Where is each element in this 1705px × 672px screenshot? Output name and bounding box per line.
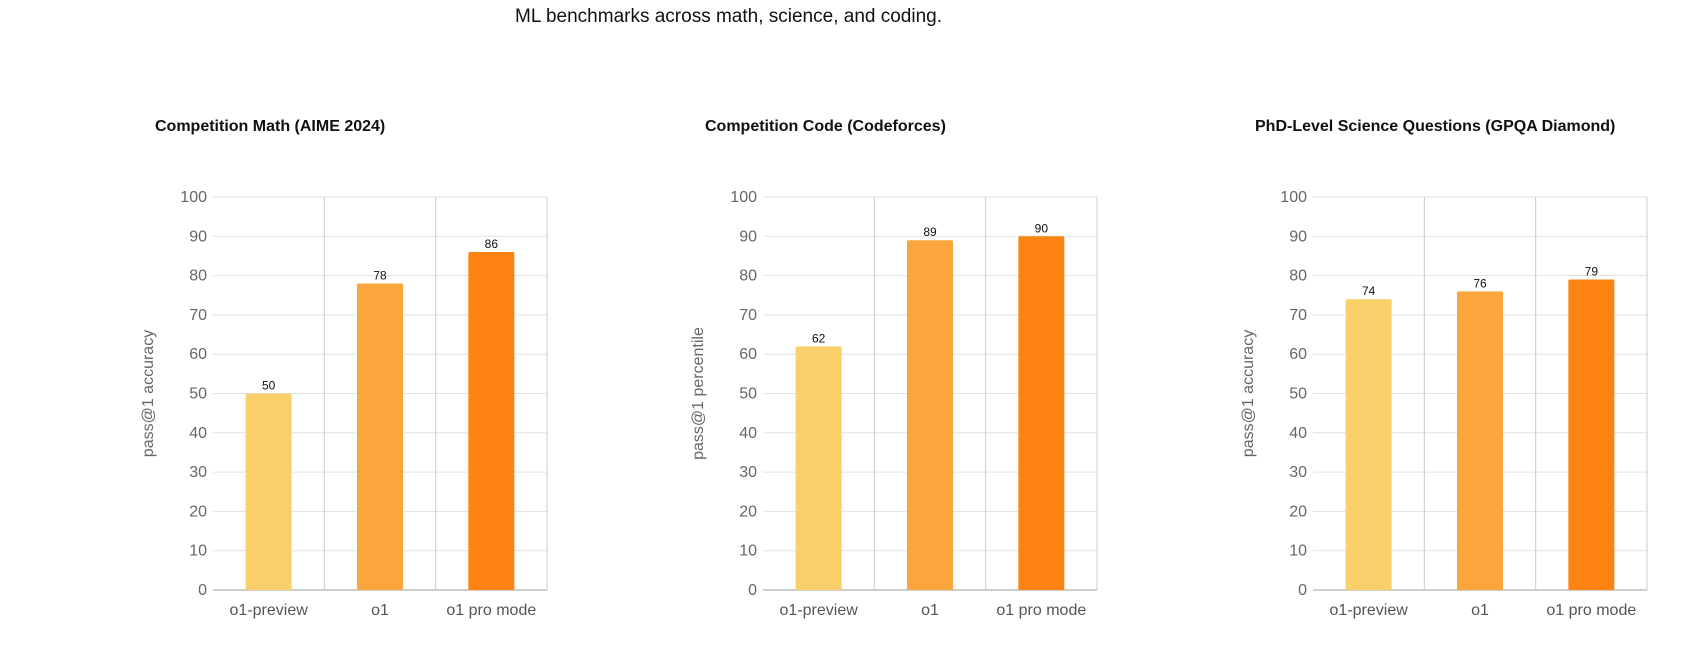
bar-o1 xyxy=(1457,291,1503,590)
y-tick-label: 80 xyxy=(189,268,207,285)
bar-value-label: 79 xyxy=(1585,265,1599,279)
y-tick-label: 70 xyxy=(189,307,207,324)
bar-o1-pro-mode xyxy=(1568,279,1615,590)
y-tick-label: 100 xyxy=(180,189,207,206)
bar-chart-codeforces: 0 10 20 30 40 50 60 70 80 90 100 62 o1-preview 89 o1 90… xyxy=(690,189,1098,619)
y-tick-label: 0 xyxy=(198,582,207,599)
y-tick-label: 10 xyxy=(189,543,207,560)
bar-value-label: 50 xyxy=(262,379,276,393)
y-tick-label: 0 xyxy=(1298,582,1307,599)
bar-o1-pro-mode xyxy=(468,252,515,590)
x-category-label: o1-preview xyxy=(230,602,309,619)
y-tick-label: 40 xyxy=(739,425,757,442)
bar-chart-aime: 0 10 20 30 40 50 60 70 80 90 100 50 o1-preview 78 o1 86… xyxy=(140,189,548,619)
bar-value-label: 76 xyxy=(1473,276,1487,290)
x-category-label: o1 xyxy=(1471,602,1489,619)
y-tick-label: 90 xyxy=(739,228,757,245)
y-tick-label: 90 xyxy=(189,228,207,245)
page-header-text: ML benchmarks across math, science, and … xyxy=(515,6,942,27)
y-tick-label: 20 xyxy=(739,503,757,520)
y-tick-label: 100 xyxy=(1280,189,1307,206)
bar-o1 xyxy=(357,283,403,590)
bar-o1 xyxy=(907,240,953,591)
y-tick-label: 0 xyxy=(748,582,757,599)
x-category-label: o1 pro mode xyxy=(1546,602,1636,619)
bar-value-label: 89 xyxy=(923,225,937,239)
bar-chart-gpqa: 0 10 20 30 40 50 60 70 80 90 100 74 o1-preview 76 o1 79… xyxy=(1240,189,1648,619)
y-tick-label: 20 xyxy=(1289,503,1307,520)
x-category-label: o1 pro mode xyxy=(996,602,1086,619)
y-tick-label: 10 xyxy=(739,543,757,560)
bar-value-label: 74 xyxy=(1362,284,1376,298)
y-tick-label: 60 xyxy=(189,346,207,363)
y-tick-label: 50 xyxy=(1289,386,1307,403)
x-category-label: o1-preview xyxy=(1330,602,1409,619)
y-axis-title: pass@1 percentile xyxy=(690,327,707,460)
y-tick-label: 60 xyxy=(739,346,757,363)
bar-o1-preview xyxy=(1345,299,1392,590)
bar-o1-preview xyxy=(245,393,292,590)
bar-value-label: 86 xyxy=(485,237,499,251)
y-tick-label: 30 xyxy=(1289,464,1307,481)
y-tick-label: 10 xyxy=(1289,543,1307,560)
y-tick-label: 80 xyxy=(739,268,757,285)
y-axis-title: pass@1 accuracy xyxy=(1240,330,1257,457)
y-tick-label: 20 xyxy=(189,503,207,520)
x-category-label: o1 xyxy=(371,602,389,619)
y-tick-label: 70 xyxy=(739,307,757,324)
chart-title: Competition Code (Codeforces) xyxy=(705,118,946,135)
y-tick-label: 60 xyxy=(1289,346,1307,363)
bar-value-label: 62 xyxy=(812,331,826,345)
chart-panel-aime: Competition Math (AIME 2024) 0 10 20 30 40 50… xyxy=(140,110,615,670)
y-tick-label: 90 xyxy=(1289,228,1307,245)
y-tick-label: 70 xyxy=(1289,307,1307,324)
bar-o1-pro-mode xyxy=(1018,236,1065,591)
y-tick-label: 30 xyxy=(189,464,207,481)
y-tick-label: 50 xyxy=(189,386,207,403)
x-category-label: o1-preview xyxy=(780,602,859,619)
y-axis-title: pass@1 accuracy xyxy=(140,330,157,457)
chart-title: Competition Math (AIME 2024) xyxy=(155,118,386,135)
chart-panel-gpqa: PhD-Level Science Questions (GPQA Diamon… xyxy=(1240,110,1705,670)
y-tick-label: 40 xyxy=(1289,425,1307,442)
chart-panel-codeforces: Competition Code (Codeforces) 0 10 20 30 40 5… xyxy=(690,110,1165,670)
bar-value-label: 90 xyxy=(1035,221,1049,235)
bar-value-label: 78 xyxy=(373,268,387,282)
y-tick-label: 30 xyxy=(739,464,757,481)
chart-title: PhD-Level Science Questions (GPQA Diamon… xyxy=(1255,118,1616,135)
bar-o1-preview xyxy=(795,346,842,590)
y-tick-label: 40 xyxy=(189,425,207,442)
x-category-label: o1 xyxy=(921,602,939,619)
y-tick-label: 100 xyxy=(730,189,757,206)
y-tick-label: 50 xyxy=(739,386,757,403)
x-category-label: o1 pro mode xyxy=(446,602,536,619)
y-tick-label: 80 xyxy=(1289,268,1307,285)
